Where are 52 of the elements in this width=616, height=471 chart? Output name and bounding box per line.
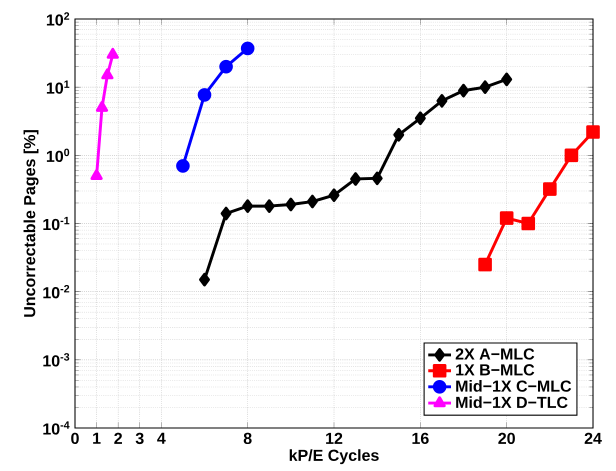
- x-tick-label: 12: [326, 432, 342, 444]
- y-tick-label: 10$^{-3}$: [43, 353, 70, 367]
- y-tick-label: 10$^{-2}$: [43, 284, 70, 298]
- point: [372, 172, 383, 186]
- point: [543, 182, 557, 196]
- x-axis-title: kP/E Cycles: [290, 449, 379, 464]
- point: [414, 111, 426, 126]
- point: [393, 128, 404, 142]
- point: [500, 211, 514, 225]
- point: [90, 169, 103, 180]
- point: [350, 172, 362, 186]
- legend-label: Mid−1X C−MLC: [456, 380, 572, 392]
- legend-label: 1X B−MLC: [456, 364, 534, 376]
- point: [306, 194, 318, 208]
- point: [198, 88, 212, 102]
- point: [176, 159, 190, 173]
- point: [480, 80, 491, 94]
- x-tick-label: 24: [584, 432, 602, 444]
- x-tick-label: 4: [157, 432, 166, 444]
- x-tick-label: 3: [136, 432, 144, 444]
- point: [101, 68, 114, 80]
- point: [264, 199, 275, 213]
- y-tick-label: 10$^{-1}$: [43, 216, 70, 230]
- point: [328, 188, 340, 202]
- y-tick-label: 10$^{2}$: [46, 12, 70, 26]
- x-tick-label: 1: [93, 432, 101, 444]
- legend-label: Mid−1X D−TLC: [456, 396, 568, 408]
- y-tick-label: 10$^{-4}$: [43, 421, 70, 435]
- y-tick-label: 10$^{0}$: [46, 148, 70, 162]
- point: [586, 125, 600, 139]
- point: [521, 216, 536, 230]
- legend-label: 2X A−MLC: [456, 348, 534, 360]
- point: [220, 206, 232, 220]
- point: [436, 94, 448, 108]
- point: [478, 258, 492, 272]
- x-tick-label: 16: [412, 432, 429, 444]
- point: [501, 72, 512, 86]
- x-tick-label: 0: [71, 432, 79, 444]
- point: [242, 199, 254, 213]
- y-tick-label: 10$^{1}$: [46, 80, 70, 94]
- point: [219, 60, 233, 74]
- y-axis-title: Uncorrectable Pages [%]: [24, 130, 39, 317]
- point: [564, 148, 578, 162]
- point: [458, 84, 469, 98]
- x-tick-label: 2: [114, 432, 122, 444]
- point: [106, 48, 119, 59]
- point: [285, 198, 296, 212]
- x-tick-label: 8: [244, 432, 252, 444]
- point: [96, 100, 108, 112]
- x-tick-label: 20: [498, 432, 515, 444]
- point: [240, 42, 254, 56]
- point: [199, 272, 210, 286]
